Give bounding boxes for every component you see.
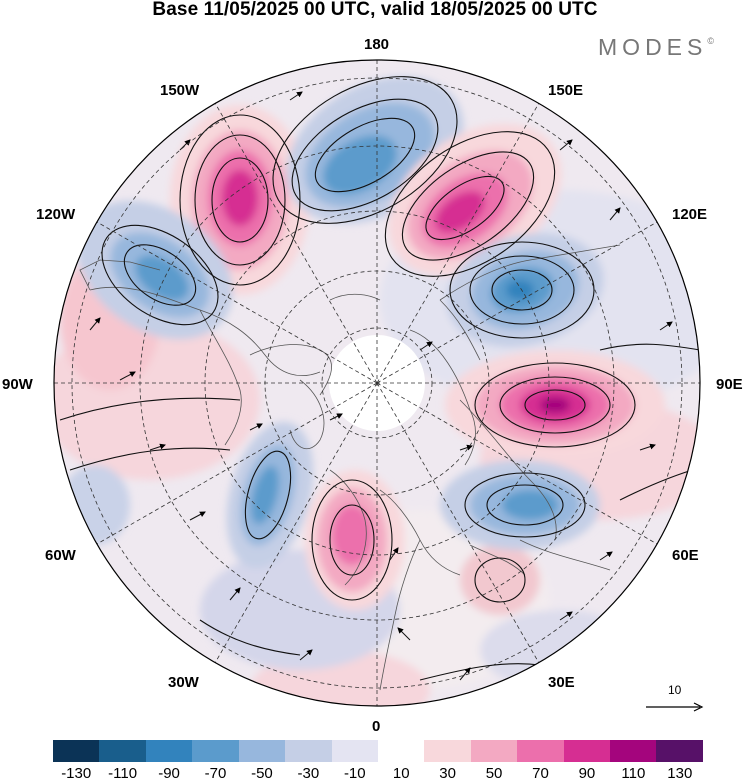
colorbar-tick-label: -50 [251, 765, 273, 782]
map-title: Base 11/05/2025 00 UTC, valid 18/05/2025… [152, 0, 598, 20]
colorbar-swatch [517, 740, 564, 762]
colorbar-swatch [285, 740, 332, 762]
colorbar-swatch [145, 740, 193, 762]
colorbar-swatch [192, 740, 239, 762]
colorbar-swatch [331, 740, 378, 762]
lon-label-90w: 90W [2, 376, 33, 393]
colorbar-tick-label: -90 [158, 765, 180, 782]
graticule [54, 60, 700, 706]
lon-label-60w: 60W [45, 547, 76, 564]
colorbar-swatch [424, 740, 471, 762]
colorbar-tick-label: -10 [343, 765, 366, 782]
reference-vector-arrow [646, 702, 704, 712]
lon-label-180: 180 [364, 36, 390, 53]
lon-label-0: 0 [372, 718, 381, 735]
lon-label-120e: 120E [672, 206, 708, 223]
lon-label-150e: 150E [548, 82, 584, 99]
colorbar-tick-label: 110 [621, 765, 646, 782]
map-boundary [53, 59, 701, 707]
colorbar [53, 740, 703, 762]
lon-label-30w: 30W [168, 674, 199, 691]
colorbar-tick-label: 10 [392, 765, 410, 782]
colorbar-swatch [656, 740, 703, 762]
colorbar-swatch [377, 740, 425, 762]
reference-vector-label: 10 [668, 683, 682, 697]
lon-label-150w: 150W [160, 82, 200, 99]
colorbar-tick-label: 30 [439, 765, 456, 782]
colorbar-tick-label: -70 [204, 765, 227, 782]
colorbar-tick-label: -110 [108, 765, 138, 782]
colorbar-tick-label: 50 [485, 765, 503, 782]
wind-arrows [89, 91, 673, 681]
lon-label-30e: 30E [548, 674, 575, 691]
colorbar-tick-label: -30 [297, 765, 320, 782]
colorbar-swatch [238, 740, 286, 762]
lon-label-60e: 60E [672, 547, 699, 564]
colorbar-tick-label: -130 [61, 765, 92, 782]
streamlines [59, 76, 700, 681]
lon-label-120w: 120W [36, 206, 76, 223]
colorbar-tick-label: 70 [532, 765, 549, 782]
colorbar-tick-label: 130 [667, 765, 693, 782]
colorbar-swatch [610, 740, 657, 762]
colorbar-tick-label: 90 [578, 765, 596, 782]
colorbar-swatch [563, 740, 611, 762]
modes-logo: MODES© [598, 34, 714, 60]
colorbar-swatch [53, 740, 100, 762]
colorbar-swatch [99, 740, 146, 762]
lon-label-90e: 90E [716, 376, 743, 393]
colorbar-swatch [470, 740, 518, 762]
